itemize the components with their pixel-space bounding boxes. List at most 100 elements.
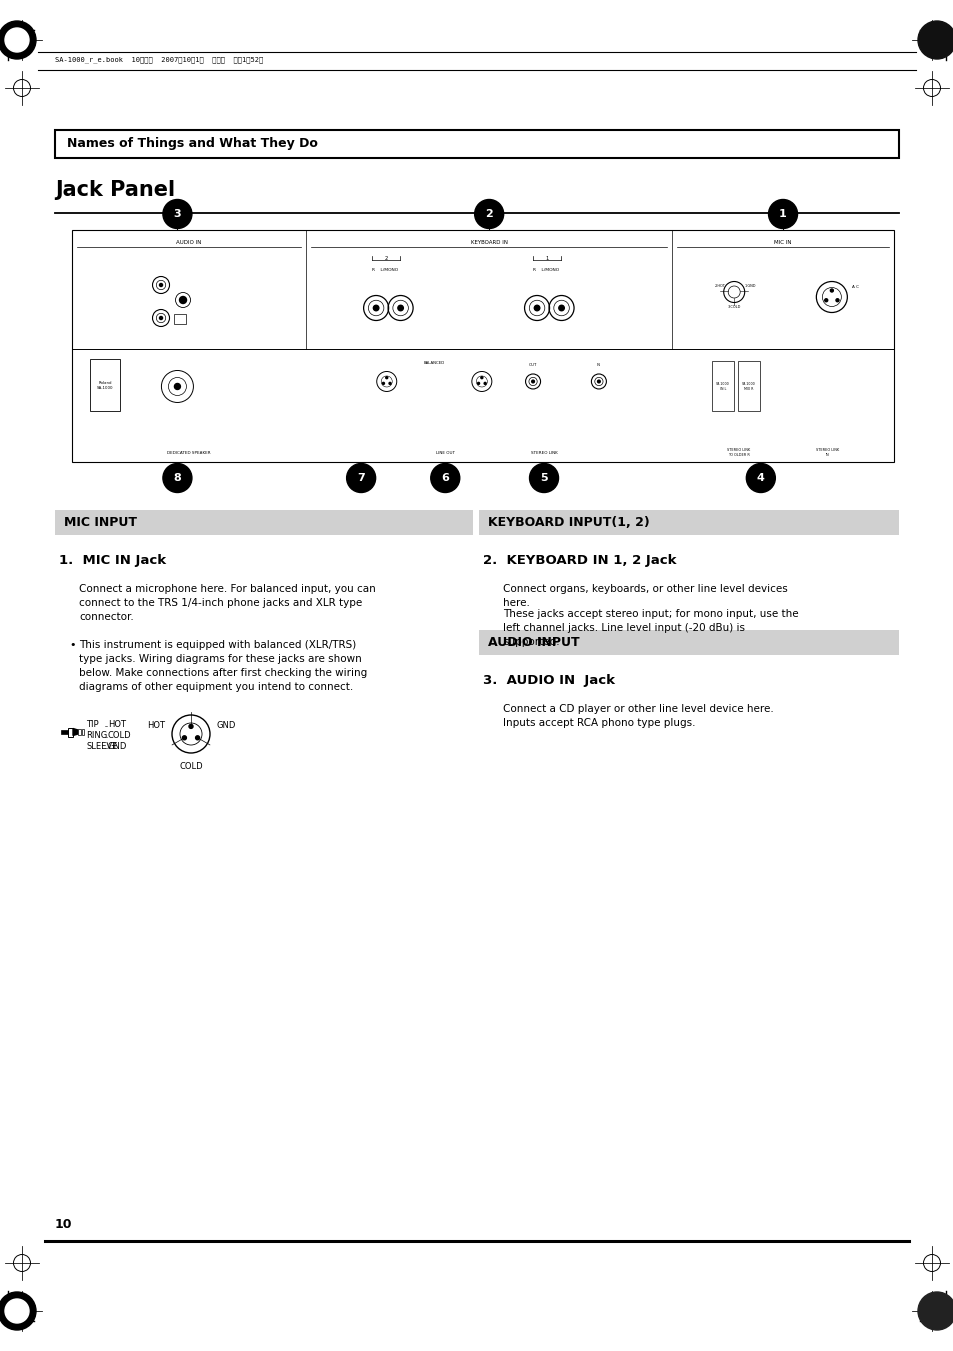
Text: 2: 2	[384, 255, 387, 261]
Text: RING: RING	[86, 731, 107, 740]
Circle shape	[159, 284, 162, 286]
Text: GND: GND	[216, 721, 235, 730]
Circle shape	[480, 377, 482, 378]
Text: SLEEVE: SLEEVE	[86, 742, 117, 751]
Bar	[68, 727, 73, 736]
Text: Jack Panel: Jack Panel	[55, 180, 175, 200]
Bar	[78, 730, 80, 735]
Text: BALANCED: BALANCED	[423, 362, 444, 366]
Text: AUDIO INPUT: AUDIO INPUT	[488, 636, 579, 648]
Text: IN: IN	[597, 363, 600, 367]
Text: 3.COLD: 3.COLD	[727, 305, 740, 309]
Circle shape	[5, 28, 29, 51]
Circle shape	[558, 305, 564, 311]
Text: MIC INPUT: MIC INPUT	[64, 516, 137, 530]
Text: KEYBOARD INPUT(1, 2): KEYBOARD INPUT(1, 2)	[488, 516, 649, 530]
Text: These jacks accept stereo input; for mono input, use the
left channel jacks. Lin: These jacks accept stereo input; for mon…	[502, 609, 798, 647]
Text: STEREO LINK: STEREO LINK	[530, 451, 557, 455]
Circle shape	[917, 1292, 953, 1329]
Circle shape	[382, 382, 384, 385]
Text: SA-1000
MIX R: SA-1000 MIX R	[741, 382, 755, 390]
Text: DEDICATED SPEAKER: DEDICATED SPEAKER	[167, 451, 211, 455]
Circle shape	[529, 463, 558, 493]
Text: COLD: COLD	[179, 762, 203, 770]
Text: 7: 7	[356, 473, 365, 484]
Text: 2.  KEYBOARD IN 1, 2 Jack: 2. KEYBOARD IN 1, 2 Jack	[482, 554, 676, 567]
Text: HOT: HOT	[108, 720, 126, 730]
Text: Roland
SA-1000: Roland SA-1000	[96, 381, 113, 390]
Circle shape	[534, 305, 539, 311]
Circle shape	[829, 289, 833, 292]
Circle shape	[159, 316, 162, 320]
Text: MIC IN: MIC IN	[774, 240, 791, 245]
Text: OUT: OUT	[528, 363, 537, 367]
Circle shape	[0, 1292, 36, 1329]
FancyBboxPatch shape	[478, 509, 898, 535]
Text: GND: GND	[108, 742, 128, 751]
Circle shape	[431, 463, 459, 493]
Circle shape	[189, 724, 193, 728]
Circle shape	[163, 463, 192, 493]
Text: Connect a microphone here. For balanced input, you can
connect to the TRS 1/4-in: Connect a microphone here. For balanced …	[79, 584, 375, 621]
Circle shape	[163, 200, 192, 228]
Circle shape	[174, 384, 180, 389]
Text: Connect a CD player or other line level device here.
Inputs accept RCA phono typ: Connect a CD player or other line level …	[502, 704, 773, 728]
Text: Connect organs, keyboards, or other line level devices
here.: Connect organs, keyboards, or other line…	[502, 584, 787, 608]
Text: 1.  MIC IN Jack: 1. MIC IN Jack	[59, 554, 166, 567]
Circle shape	[397, 305, 403, 311]
Circle shape	[483, 382, 486, 385]
Bar	[61, 730, 68, 734]
Circle shape	[5, 1300, 29, 1323]
Text: 8: 8	[173, 473, 181, 484]
FancyBboxPatch shape	[478, 630, 898, 655]
Text: •: •	[69, 640, 75, 650]
Text: AUDIO IN: AUDIO IN	[176, 240, 202, 245]
Circle shape	[389, 382, 391, 385]
Text: 1: 1	[779, 209, 786, 219]
FancyBboxPatch shape	[55, 509, 473, 535]
Text: R    L/MONO: R L/MONO	[533, 267, 558, 272]
Text: A C: A C	[851, 285, 858, 289]
Text: 10: 10	[55, 1219, 72, 1231]
Circle shape	[385, 377, 387, 378]
Text: HOT: HOT	[147, 721, 165, 730]
Polygon shape	[73, 728, 78, 735]
Bar	[173, 313, 186, 324]
Circle shape	[768, 200, 797, 228]
Text: R    L/MONO: R L/MONO	[372, 267, 397, 272]
Text: Names of Things and What They Do: Names of Things and What They Do	[67, 138, 317, 150]
Text: LINE OUT: LINE OUT	[436, 451, 455, 455]
Circle shape	[0, 22, 36, 59]
Circle shape	[597, 380, 599, 382]
Text: 2.HOT: 2.HOT	[714, 284, 725, 288]
Text: 6: 6	[441, 473, 449, 484]
Text: 5: 5	[539, 473, 547, 484]
Circle shape	[195, 736, 199, 740]
Text: COLD: COLD	[108, 731, 132, 740]
Circle shape	[346, 463, 375, 493]
FancyBboxPatch shape	[711, 362, 733, 412]
Text: 3: 3	[173, 209, 181, 219]
Text: STEREO LINK
TO OLDER R: STEREO LINK TO OLDER R	[726, 449, 749, 457]
Text: 4: 4	[756, 473, 764, 484]
Circle shape	[182, 736, 186, 740]
Circle shape	[475, 200, 503, 228]
Text: SA-1000
IN L: SA-1000 IN L	[716, 382, 729, 390]
Text: 2: 2	[485, 209, 493, 219]
Text: SA-1000_r_e.book  10ページ  2007年10月1日  月曜日  午後1晉52分: SA-1000_r_e.book 10ページ 2007年10月1日 月曜日 午後…	[55, 57, 263, 63]
FancyBboxPatch shape	[55, 130, 898, 158]
Text: TIP: TIP	[86, 720, 98, 730]
Circle shape	[179, 296, 187, 304]
FancyBboxPatch shape	[90, 359, 120, 412]
Text: KEYBOARD IN: KEYBOARD IN	[470, 240, 507, 245]
Text: 1: 1	[545, 255, 548, 261]
Circle shape	[373, 305, 378, 311]
Circle shape	[835, 299, 838, 301]
Circle shape	[823, 299, 827, 301]
Circle shape	[531, 380, 534, 382]
Circle shape	[926, 30, 946, 50]
Circle shape	[477, 382, 479, 385]
Text: This instrument is equipped with balanced (XLR/TRS)
type jacks. Wiring diagrams : This instrument is equipped with balance…	[79, 640, 367, 692]
Text: 1.GND: 1.GND	[743, 284, 755, 288]
Circle shape	[917, 22, 953, 59]
